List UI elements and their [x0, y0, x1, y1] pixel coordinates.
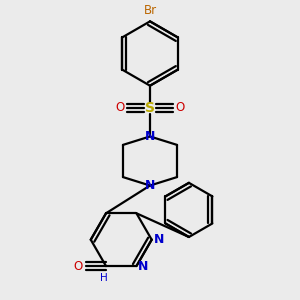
- Text: N: N: [153, 233, 164, 246]
- Text: Br: Br: [143, 4, 157, 17]
- Text: O: O: [115, 101, 124, 114]
- Text: N: N: [138, 260, 148, 273]
- Text: S: S: [145, 101, 155, 115]
- Text: O: O: [74, 260, 83, 273]
- Text: N: N: [145, 130, 155, 143]
- Text: N: N: [145, 179, 155, 192]
- Text: O: O: [176, 101, 185, 114]
- Text: H: H: [100, 273, 108, 283]
